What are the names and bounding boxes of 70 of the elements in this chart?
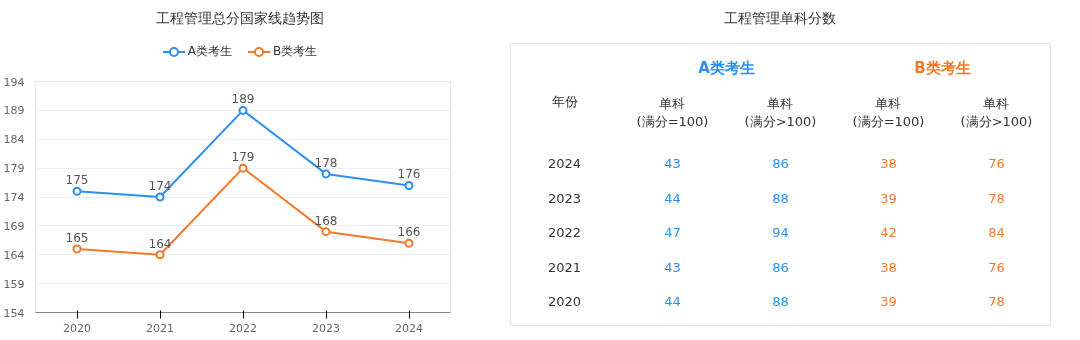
text: A类考生: [698, 58, 755, 77]
data-label: 168: [314, 213, 338, 228]
y-axis-title: 年份: [551, 94, 578, 110]
data-label: 165: [65, 230, 89, 245]
y-tick-label: 2023: [547, 190, 582, 206]
y-tick-label: 189: [3, 104, 25, 118]
x-tick-label: 单科 (满分>100): [960, 95, 1033, 129]
data-label: 86: [772, 259, 789, 275]
chart-title: 工程管理总分国家线趋势图: [156, 9, 324, 28]
data-label: 189: [231, 92, 255, 107]
data-label: 88: [772, 190, 789, 206]
data-label: 38: [880, 156, 897, 172]
data-label: 174: [148, 179, 172, 193]
point: [321, 169, 331, 179]
data-label: 88: [772, 293, 789, 309]
point: [321, 227, 331, 237]
point: [155, 192, 165, 202]
y-tick-label: 179: [3, 162, 25, 176]
point: [72, 186, 82, 196]
data-label: 38: [880, 259, 897, 275]
data-label: 166: [397, 225, 421, 240]
y-tick-label: 174: [3, 191, 25, 204]
x-tick-label: 单科 (满分=100): [852, 95, 925, 129]
y-tick-label: 2024: [547, 156, 582, 172]
y-tick-label: 2021: [547, 259, 582, 275]
point: [238, 163, 248, 173]
y-tick-label: 154: [3, 306, 25, 320]
y-tick-label: 169: [3, 219, 25, 233]
y-tick-label: 184: [3, 133, 25, 147]
y-tick-label: 2020: [547, 293, 582, 309]
data-label: 43: [664, 259, 681, 275]
x-tick-label: 2022: [229, 321, 257, 335]
data-label: 78: [988, 293, 1005, 309]
data-label: 179: [231, 150, 255, 165]
data-label: 39: [880, 293, 897, 309]
x-tick-label: 单科 (满分=100): [636, 95, 709, 129]
data-label: 175: [65, 173, 89, 188]
data-label: 86: [772, 156, 789, 172]
x-tick-label: 单科 (满分>100): [744, 95, 817, 129]
data-label: 44: [664, 293, 681, 309]
data-label: 76: [988, 156, 1005, 172]
data-label: 42: [880, 225, 897, 241]
data-label: 76: [988, 259, 1005, 275]
data-label: 94: [772, 225, 789, 241]
data-label: 178: [314, 155, 338, 170]
data-label: 176: [397, 167, 421, 182]
legend-label: A类考生: [187, 44, 232, 58]
chart-title: 工程管理单科分数: [724, 9, 836, 28]
data-label: 44: [664, 190, 681, 206]
text: B类考生: [914, 58, 971, 77]
data-label: 78: [988, 190, 1005, 206]
y-tick-label: 194: [3, 75, 25, 89]
y-tick-label: 159: [3, 277, 25, 291]
point: [238, 105, 248, 115]
point: [72, 244, 82, 254]
data-label: 39: [880, 190, 897, 206]
x-tick-label: 2024: [395, 321, 423, 335]
x-tick-label: 2020: [63, 321, 91, 335]
data-label: 47: [664, 225, 681, 241]
legend-label: B类考生: [272, 44, 318, 58]
data-label: 164: [148, 236, 172, 251]
data-label: 84: [988, 225, 1005, 241]
x-tick-label: 2021: [146, 321, 174, 335]
point: [404, 180, 414, 190]
point: [404, 238, 414, 248]
data-label: 43: [664, 156, 681, 172]
x-tick-label: 2023: [312, 321, 340, 335]
y-tick-label: 2022: [547, 225, 582, 241]
y-tick-label: 164: [3, 248, 25, 262]
point: [155, 250, 165, 260]
